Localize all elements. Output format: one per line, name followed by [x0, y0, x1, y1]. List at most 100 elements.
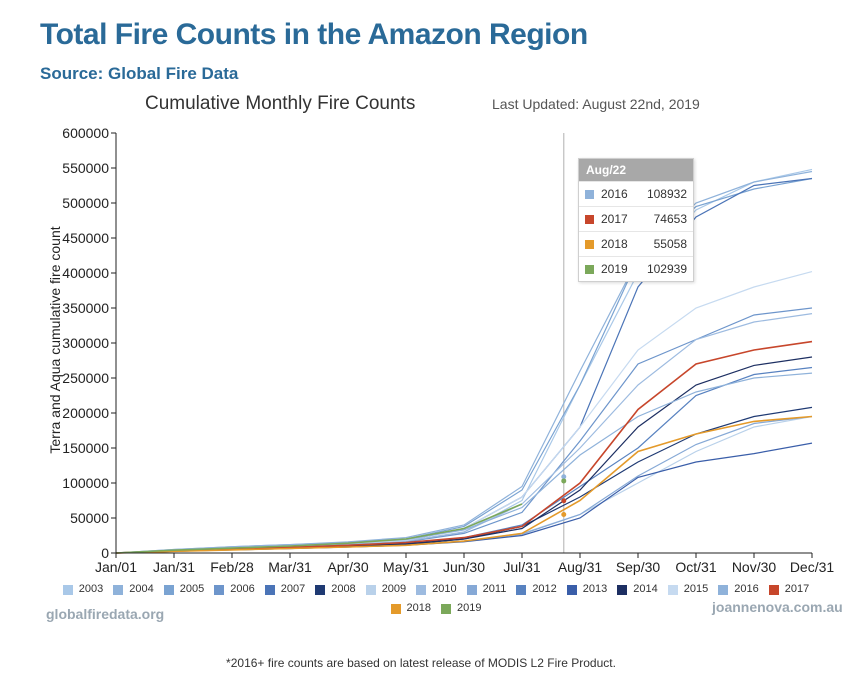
x-tick-label: Apr/30: [327, 559, 368, 575]
tooltip-row: 2017 74653: [579, 206, 693, 231]
y-tick-label: 150000: [62, 440, 109, 456]
tooltip-year: 2019: [601, 262, 628, 276]
legend-item-2013[interactable]: 2013: [566, 580, 608, 599]
legend-swatch: [667, 584, 678, 595]
tooltip-swatch: [585, 189, 594, 199]
legend-swatch: [516, 584, 527, 595]
tooltip-row: 2016 108932: [579, 181, 693, 206]
legend-label: 2009: [381, 583, 407, 595]
y-tick-label: 50000: [70, 510, 109, 526]
legend-swatch: [264, 584, 275, 595]
legend-item-2007[interactable]: 2007: [264, 580, 305, 599]
y-tick-label: 300000: [62, 335, 109, 351]
series-line-2014: [115, 356, 813, 554]
x-tick-label: Oct/31: [675, 559, 716, 575]
series-line-2013: [115, 442, 813, 554]
tooltip-value: 74653: [653, 212, 687, 226]
x-tick-label: Jul/31: [503, 559, 541, 575]
tooltip-year: 2018: [601, 237, 628, 251]
legend-item-2010[interactable]: 2010: [416, 580, 457, 599]
legend-label: 2014: [633, 583, 658, 595]
x-tick-label: Dec/31: [790, 559, 835, 575]
legend-label: 2006: [230, 583, 255, 595]
legend-label: 2019: [457, 602, 482, 614]
x-tick-label: Sep/30: [616, 559, 661, 575]
tooltip-row: 2018 55058: [579, 231, 693, 256]
series-line-2017: [115, 340, 813, 554]
x-tick-label: Jan/31: [153, 559, 195, 575]
tooltip-swatch: [585, 264, 594, 274]
series-line-2004: [115, 170, 813, 554]
legend-label: 2017: [784, 583, 810, 595]
page-title: Total Fire Counts in the Amazon Region: [40, 18, 588, 51]
y-tick-label: 550000: [62, 160, 109, 176]
legend-swatch: [617, 584, 628, 595]
line-chart: 0 50000 100000 150000 200000 250000 300000 3500…: [47, 93, 835, 575]
tooltip-swatch: [585, 239, 594, 249]
legend-label: 2011: [482, 583, 507, 595]
source-label: Source: Global Fire Data: [40, 64, 239, 83]
legend-label: 2018: [406, 602, 431, 614]
tooltip-row: 2019 102939: [579, 256, 693, 281]
legend-item-2003[interactable]: 2003: [62, 580, 104, 599]
legend-item-2014[interactable]: 2014: [617, 580, 658, 599]
legend-item-2018[interactable]: 2018: [390, 599, 431, 618]
legend-label: 2016: [734, 583, 759, 595]
y-tick-label: 600000: [62, 125, 109, 141]
tooltip-year: 2016: [601, 187, 628, 201]
series-line-2008: [115, 406, 813, 554]
legend-label: 2015: [683, 583, 709, 595]
chart-series-lines: [115, 168, 813, 554]
series-line-2007: [115, 177, 813, 554]
x-tick-label: Feb/28: [210, 559, 254, 575]
tooltip-date: Aug/22: [579, 159, 693, 181]
tooltip-value: 55058: [653, 237, 687, 251]
series-line-2005: [115, 177, 813, 554]
y-tick-label: 400000: [62, 265, 109, 281]
x-tick-label: Jan/01: [95, 559, 137, 575]
tooltip-year: 2017: [601, 212, 628, 226]
legend-swatch: [416, 584, 427, 595]
legend-item-2017[interactable]: 2017: [768, 580, 810, 599]
source-watermark: globalfiredata.org: [46, 606, 165, 622]
marker-dot-2016: [561, 474, 567, 480]
legend-swatch: [315, 584, 326, 595]
legend-swatch: [163, 584, 174, 595]
legend-item-2016[interactable]: 2016: [718, 580, 759, 599]
legend-item-2006[interactable]: 2006: [214, 580, 255, 599]
legend-item-2004[interactable]: 2004: [113, 580, 154, 599]
chart-subtitle: Last Updated: August 22nd, 2019: [492, 96, 700, 112]
tooltip-swatch: [585, 214, 594, 224]
legend-label: 2013: [582, 583, 608, 595]
tooltip-value: 108932: [646, 187, 687, 201]
legend-item-2009[interactable]: 2009: [365, 580, 407, 599]
series-line-2015: [115, 271, 813, 554]
x-tick-label: May/31: [383, 559, 429, 575]
legend-swatch: [768, 584, 779, 595]
site-watermark: joannenova.com.au: [712, 599, 842, 615]
legend-label: 2010: [432, 583, 457, 595]
legend-item-2008[interactable]: 2008: [315, 580, 356, 599]
chart-title: Cumulative Monthly Fire Counts: [145, 93, 415, 114]
y-tick-label: 100000: [62, 475, 109, 491]
chart-legend: 2003 2004 2005 2006 2007 2008 2009 2010 2011 2012…: [46, 580, 826, 618]
legend-swatch: [390, 603, 401, 614]
x-tick-label: Aug/31: [558, 559, 603, 575]
legend-item-2005[interactable]: 2005: [163, 580, 204, 599]
legend-item-2012[interactable]: 2012: [516, 580, 557, 599]
y-tick-label: 450000: [62, 230, 109, 246]
legend-item-2019[interactable]: 2019: [441, 599, 481, 618]
series-line-2016: [115, 372, 813, 554]
y-tick-label: 0: [101, 545, 109, 561]
legend-item-2011[interactable]: 2011: [466, 580, 507, 599]
legend-swatch: [62, 584, 73, 595]
x-tick-label: Mar/31: [268, 559, 312, 575]
x-tick-label: Nov/30: [732, 559, 777, 575]
legend-swatch: [113, 584, 124, 595]
series-line-2018: [115, 415, 813, 554]
legend-item-2015[interactable]: 2015: [667, 580, 709, 599]
tooltip-value: 102939: [646, 262, 687, 276]
legend-label: 2003: [78, 583, 104, 595]
legend-swatch: [466, 584, 477, 595]
y-tick-label: 500000: [62, 195, 109, 211]
